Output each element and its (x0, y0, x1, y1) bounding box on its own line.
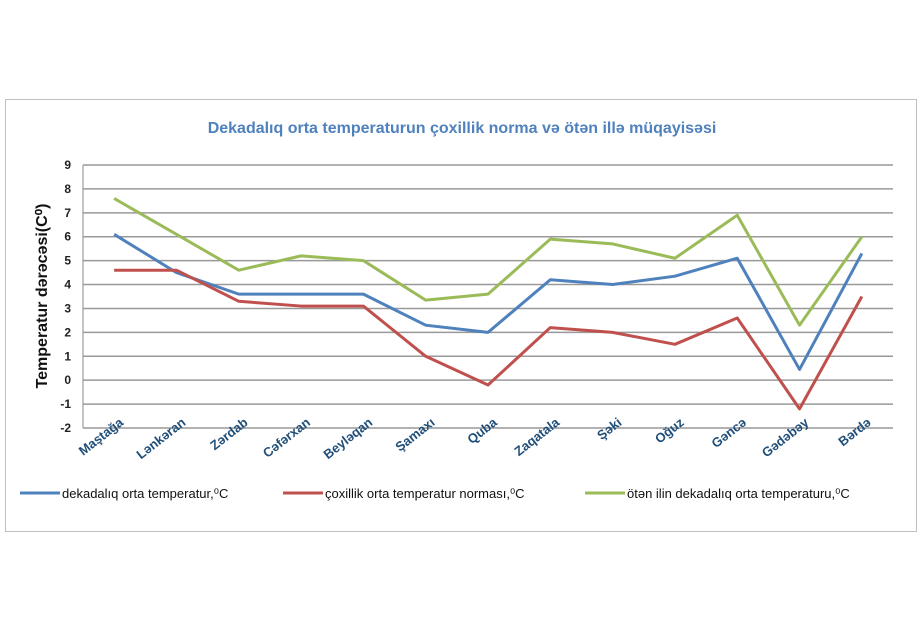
x-category-label: Quba (464, 414, 500, 447)
y-tick-label: 6 (64, 230, 71, 244)
x-category-label: Zaqatala (511, 414, 562, 459)
y-tick-label: 0 (64, 373, 71, 387)
chart-title: Dekadalıq orta temperaturun çoxillik nor… (208, 120, 717, 137)
x-category-label: Bərdə (835, 415, 873, 450)
legend-label-2: ötən ilin dekadalıq orta temperaturu,⁰C (627, 486, 850, 501)
y-tick-label: 2 (64, 325, 71, 339)
y-tick-label: 7 (64, 206, 71, 220)
y-tick-label: -2 (60, 421, 71, 435)
x-category-label: Lənkəran (134, 415, 189, 462)
x-category-label: Şamaxı (392, 415, 437, 455)
y-tick-label: 3 (64, 301, 71, 315)
y-tick-label: 5 (64, 254, 71, 268)
legend-label-0: dekadalıq orta temperatur,⁰C (62, 486, 228, 501)
y-axis-label: Temperatur dərəcəsi(C⁰) (34, 204, 51, 389)
x-category-label: Zərdab (207, 415, 250, 454)
y-tick-label: 8 (64, 182, 71, 196)
series-line-0 (113, 233, 864, 371)
x-category-label: Gədəbəy (759, 414, 812, 460)
x-category-label: Cəfərxan (260, 415, 313, 461)
y-tick-label: 4 (64, 278, 71, 292)
legend-label-1: çoxillik orta temperatur norması,⁰C (325, 486, 525, 501)
x-category-label: Oğuz (652, 414, 687, 446)
series-line-2 (113, 197, 864, 327)
x-category-label: Gəncə (709, 415, 750, 451)
y-tick-label: 1 (64, 349, 71, 363)
x-category-label: Beyləqan (320, 415, 375, 462)
y-tick-label: 9 (64, 158, 71, 172)
x-category-label: Şəki (594, 415, 624, 443)
y-tick-label: -1 (60, 397, 71, 411)
chart-frame (5, 99, 917, 532)
